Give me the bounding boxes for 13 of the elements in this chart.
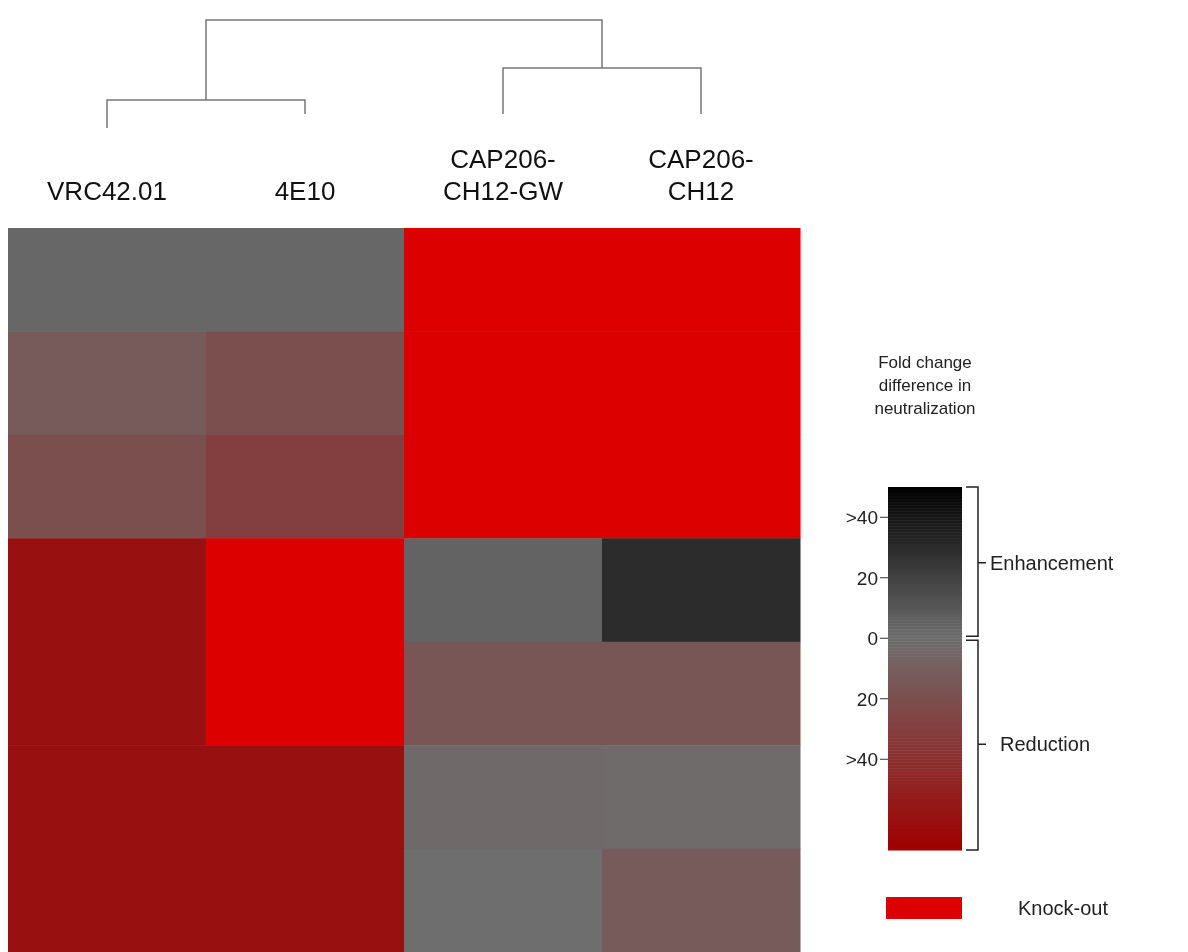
x-tick-label: 4E10 [274, 176, 336, 206]
color-bar-label: >40 [845, 507, 878, 529]
text: Reduction [1000, 733, 1091, 756]
x-tick-label: CAP206-CH12 [648, 144, 754, 206]
x-tick-label: CAP206-CH12-GW [443, 144, 564, 206]
text: Knock-out [1018, 897, 1109, 919]
color-bar-label: 20 [856, 567, 878, 589]
x-tick-label: VRC42.01 [47, 176, 167, 206]
color-bar-title: Fold change difference in neutralization [874, 353, 976, 418]
color-bar-label: >40 [845, 749, 878, 771]
color-bar-label: 20 [856, 688, 878, 710]
text: Enhancement [990, 551, 1114, 574]
color-bar-label: 0 [867, 628, 878, 650]
